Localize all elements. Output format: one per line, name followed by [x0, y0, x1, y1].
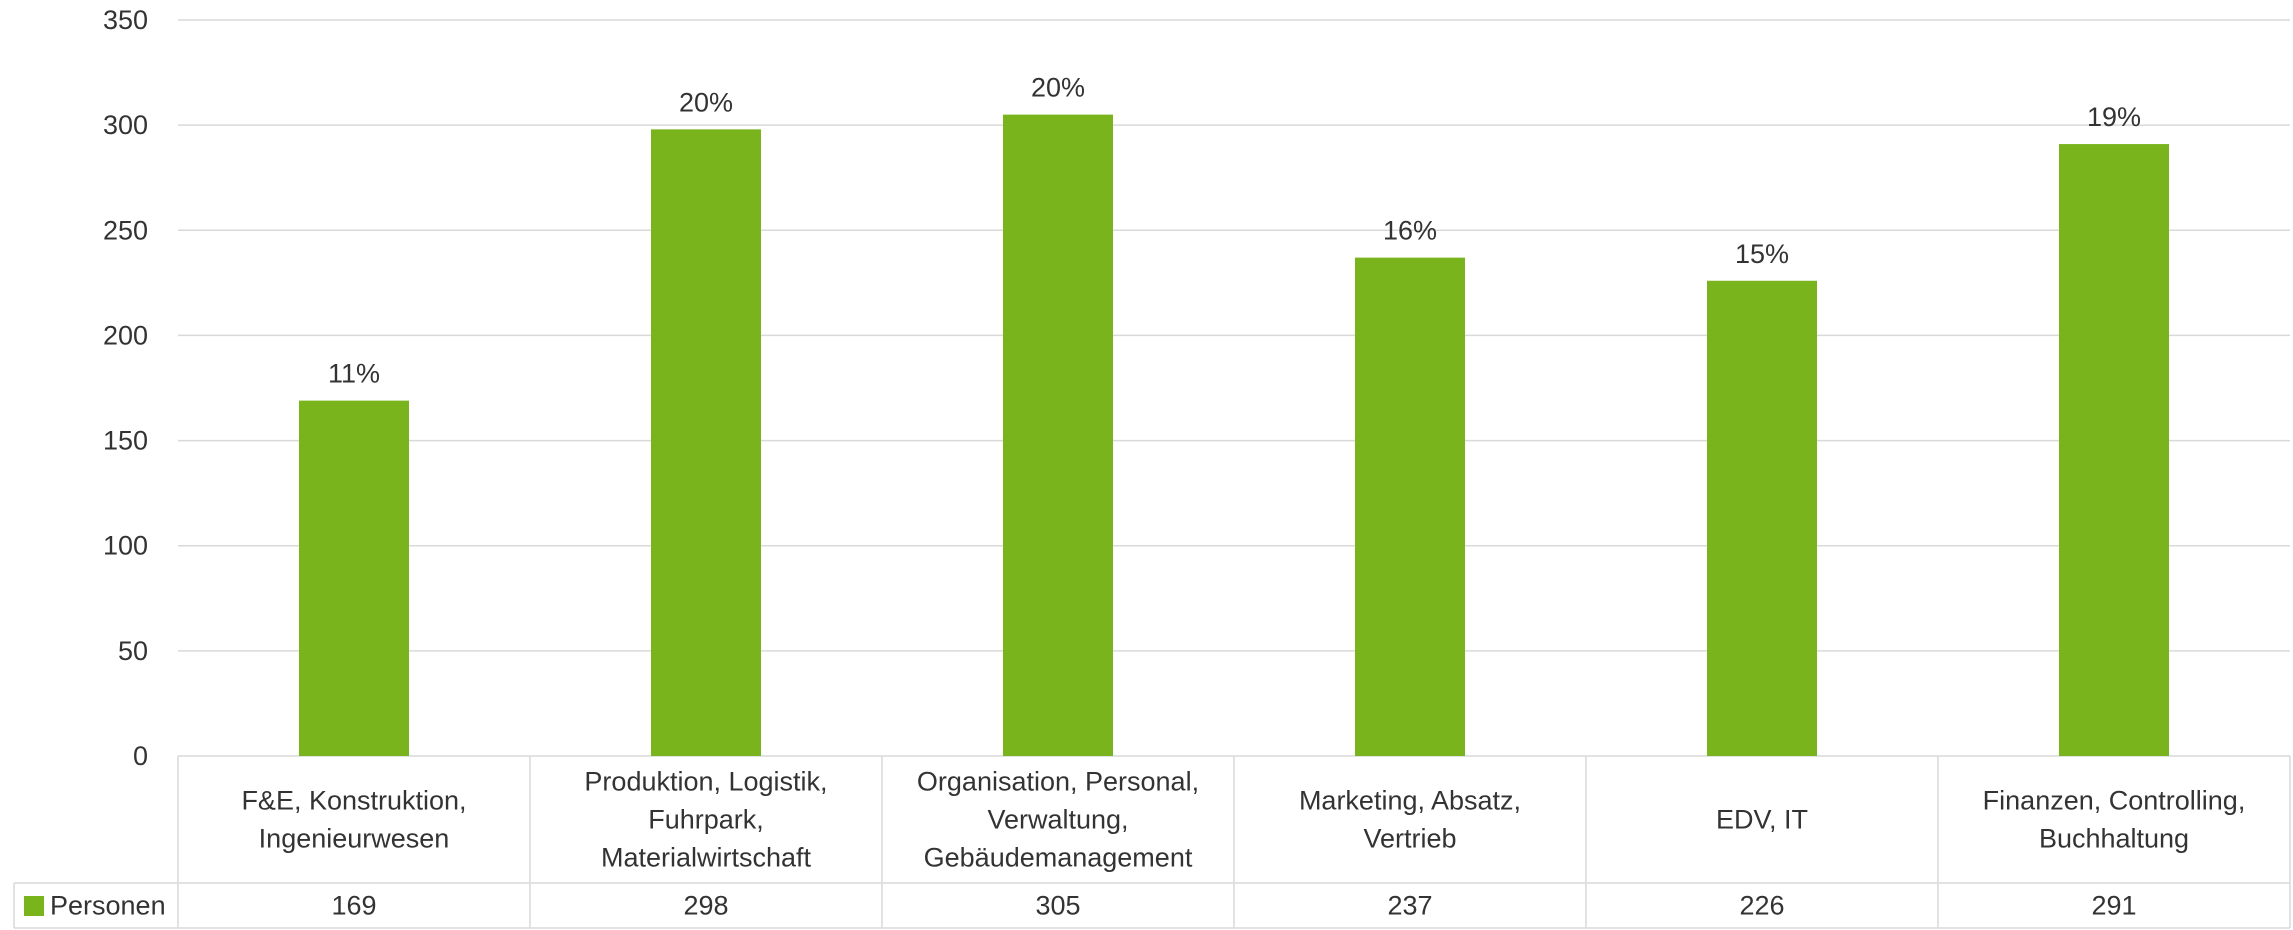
- y-tick-label: 150: [103, 426, 148, 456]
- y-tick-label: 0: [133, 741, 148, 771]
- bar: [1707, 280, 1817, 756]
- category-label: Verwaltung,: [987, 805, 1128, 835]
- table-value: 226: [1739, 891, 1784, 921]
- data-label: 16%: [1383, 216, 1437, 246]
- data-label: 20%: [679, 87, 733, 117]
- category-label: Vertrieb: [1363, 824, 1456, 854]
- legend-swatch: [24, 896, 44, 916]
- data-label: 20%: [1031, 73, 1085, 103]
- category-label: Materialwirtschaft: [601, 843, 812, 873]
- y-tick-label: 50: [118, 636, 148, 666]
- bar: [651, 129, 761, 756]
- y-tick-label: 300: [103, 110, 148, 140]
- data-label: 15%: [1735, 239, 1789, 269]
- table-value: 169: [331, 891, 376, 921]
- y-tick-label: 350: [103, 5, 148, 35]
- category-label: Produktion, Logistik,: [584, 767, 827, 797]
- table-value: 291: [2091, 891, 2136, 921]
- data-label: 11%: [328, 359, 380, 389]
- legend-label: Personen: [50, 891, 166, 921]
- category-label: Ingenieurwesen: [259, 824, 450, 854]
- bar: [2059, 144, 2169, 756]
- y-tick-label: 200: [103, 320, 148, 350]
- category-label: EDV, IT: [1716, 805, 1808, 835]
- y-tick-label: 250: [103, 215, 148, 245]
- data-label: 19%: [2087, 102, 2141, 132]
- y-tick-label: 100: [103, 531, 148, 561]
- category-label: Buchhaltung: [2039, 824, 2189, 854]
- category-label: Marketing, Absatz,: [1299, 786, 1521, 816]
- category-label: Gebäudemanagement: [924, 843, 1193, 873]
- bar: [299, 400, 409, 756]
- bar: [1355, 257, 1465, 756]
- table-value: 298: [683, 891, 728, 921]
- table-value: 305: [1035, 891, 1080, 921]
- category-label: Finanzen, Controlling,: [1983, 786, 2246, 816]
- category-label: Organisation, Personal,: [917, 767, 1199, 797]
- category-label: Fuhrpark,: [648, 805, 764, 835]
- bar: [1003, 114, 1113, 757]
- table-value: 237: [1387, 891, 1432, 921]
- category-label: F&E, Konstruktion,: [241, 786, 466, 816]
